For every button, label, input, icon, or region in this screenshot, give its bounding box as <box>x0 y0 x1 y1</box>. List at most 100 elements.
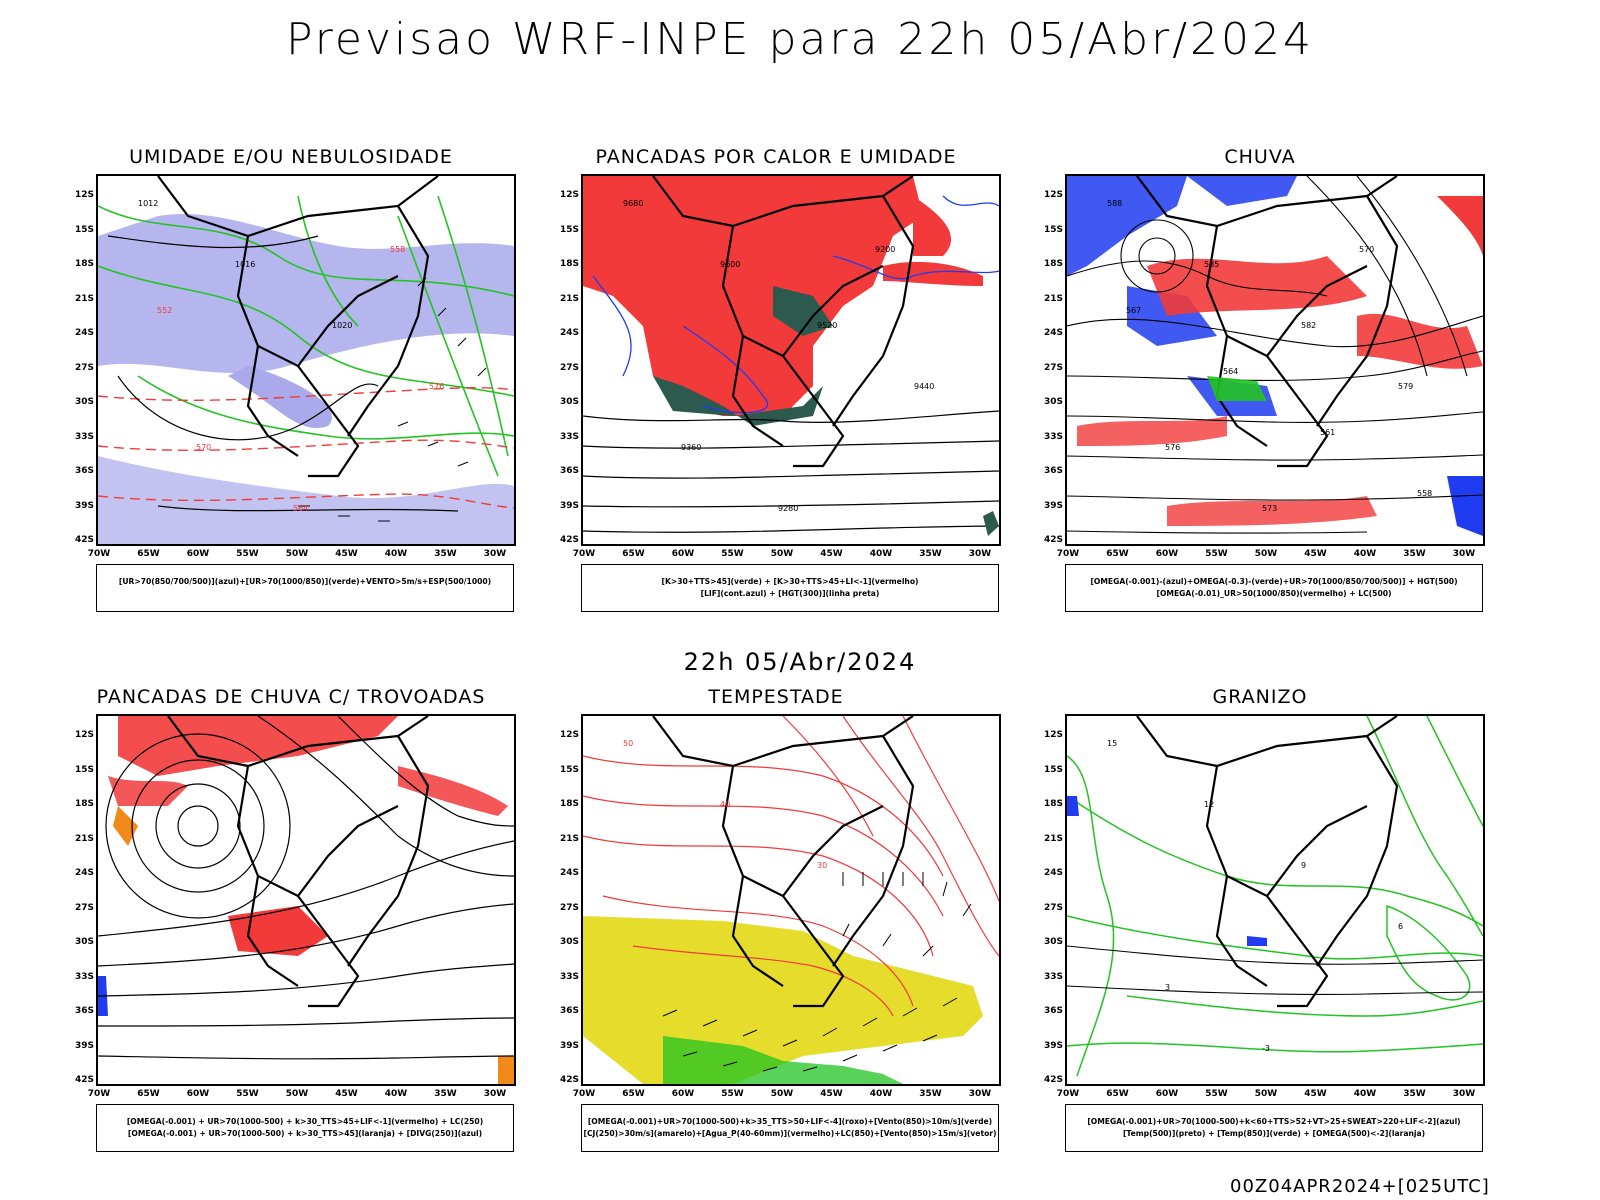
panel-legend: [OMEGA(-0.001) + UR>70(1000-500) + k>30_… <box>96 1104 514 1152</box>
latitude-label: 18S <box>74 259 94 269</box>
contour-label: 9680 <box>623 199 643 208</box>
latitude-label: 42S <box>559 1075 579 1085</box>
longitude-label: 45W <box>820 1089 843 1099</box>
longitude-label: 50W <box>285 1089 309 1099</box>
longitude-label: 60W <box>186 549 210 559</box>
latitude-label: 27S <box>74 902 94 913</box>
longitude-label: 65W <box>622 1089 645 1099</box>
latitude-label: 36S <box>559 1006 579 1016</box>
legend-line: [UR>70(850/700/500)](azul)+[UR>70(1000/8… <box>118 577 492 586</box>
latitude-label: 18S <box>1043 259 1063 269</box>
contour-label: 576 <box>1165 443 1180 452</box>
latitude-label: 12S <box>1043 730 1063 740</box>
latitude-label: 36S <box>559 466 579 476</box>
latitude-label: 39S <box>74 1040 94 1051</box>
contour-label: 585 <box>1204 260 1219 269</box>
map-pancadas-trovoadas[interactable] <box>96 714 516 1086</box>
map-tempestade[interactable]: 50 40 30 <box>581 714 1001 1086</box>
contour-label: 9360 <box>681 443 701 452</box>
latitude-label: 15S <box>559 764 579 775</box>
latitude-label: 12S <box>74 190 94 200</box>
longitude-label: 30W <box>1452 1089 1476 1099</box>
contour-label: 576 <box>429 382 444 391</box>
latitude-label: 36S <box>1043 466 1063 476</box>
contour-label: 15 <box>1107 739 1117 748</box>
map-granizo[interactable]: 15 12 9 6 3 -3 <box>1065 714 1485 1086</box>
longitude-label: 35W <box>434 1089 457 1099</box>
longitude-label: 60W <box>671 1089 695 1099</box>
legend-line: [OMEGA(-0.01)_UR>50(1000/850)(vermelho) … <box>1156 589 1392 598</box>
contour-label: 12 <box>1204 800 1214 809</box>
latitude-label: 15S <box>1043 224 1063 235</box>
map-graphic: 15 12 9 6 3 -3 <box>1067 716 1483 1077</box>
contour-label: 3 <box>1165 983 1170 992</box>
contour-label: 50 <box>623 739 633 748</box>
latitude-label: 15S <box>74 224 94 235</box>
latitude-label: 15S <box>74 764 94 775</box>
latitude-label: 36S <box>74 1006 94 1016</box>
contour-label: 1016 <box>235 260 255 269</box>
latitude-label: 36S <box>74 466 94 476</box>
panel-title: UMIDADE E/OU NEBULOSIDADE <box>129 146 453 168</box>
legend-line: [OMEGA(-0.001) + UR>70(1000-500) + k>30_… <box>127 1129 483 1138</box>
latitude-label: 33S <box>74 431 94 442</box>
latitude-label: 39S <box>559 500 579 511</box>
contour-label: 579 <box>1398 382 1413 391</box>
latitude-label: 42S <box>1043 1075 1063 1085</box>
longitude-label: 30W <box>483 1089 507 1099</box>
latitude-label: 12S <box>559 190 579 200</box>
map-pancadas-calor[interactable]: 9680 9600 9520 9440 9360 9280 9200 <box>581 174 1001 546</box>
longitude-label: 70W <box>572 549 596 559</box>
latitude-label: 18S <box>74 799 94 809</box>
latitude-label: 15S <box>559 224 579 235</box>
latitude-label: 12S <box>74 730 94 740</box>
longitude-label: 40W <box>1353 549 1377 559</box>
map-chuva[interactable]: 588 585 582 579 576 573 570 567 564 561 558 <box>1065 174 1485 546</box>
longitude-label: 45W <box>335 549 358 559</box>
latitude-label: 21S <box>1043 293 1063 304</box>
contour-label: 573 <box>1262 504 1277 513</box>
latitude-label: 24S <box>1043 328 1063 338</box>
latitude-label: 18S <box>559 259 579 269</box>
contour-label: 9440 <box>914 382 934 391</box>
longitude-label: 50W <box>1254 1089 1278 1099</box>
latitude-label: 21S <box>559 293 579 304</box>
contour-label: 564 <box>293 504 308 513</box>
legend-line: [OMEGA(-0.001) + UR>70(1000-500) + k>30_… <box>126 1117 484 1126</box>
panel-legend: [OMEGA(-0.001)+UR>70(1000-500)+k>35_TTS>… <box>581 1104 999 1152</box>
panel-pancadas-trovoadas: PANCADAS DE CHUVA C/ TROVOADAS <box>56 686 526 1166</box>
longitude-label: 70W <box>572 1089 596 1099</box>
panel-chuva: CHUVA <box>1025 146 1495 626</box>
latitude-label: 12S <box>559 730 579 740</box>
contour-label: 30 <box>817 861 827 870</box>
latitude-label: 27S <box>1043 362 1063 373</box>
contour-label: 561 <box>1320 428 1335 437</box>
latitude-label: 30S <box>1043 397 1063 407</box>
latitude-label: 18S <box>1043 799 1063 809</box>
contour-label: -3 <box>1262 1044 1270 1053</box>
longitude-label: 50W <box>770 549 794 559</box>
longitude-label: 70W <box>1056 549 1080 559</box>
panel-legend: [K>30+TTS>45](verde) + [K>30+TTS>45+LI<-… <box>581 564 999 612</box>
longitude-label: 70W <box>87 549 111 559</box>
latitude-label: 42S <box>559 535 579 545</box>
longitude-label: 55W <box>236 1089 259 1099</box>
map-graphic <box>98 716 514 1084</box>
panel-title: GRANIZO <box>1212 686 1308 708</box>
latitude-label: 24S <box>74 328 94 338</box>
longitude-label: 55W <box>721 549 744 559</box>
latitude-label: 39S <box>1043 1040 1063 1051</box>
latitude-label: 33S <box>559 431 579 442</box>
contour-label: 1012 <box>138 199 158 208</box>
longitude-label: 60W <box>1155 1089 1179 1099</box>
latitude-label: 12S <box>1043 190 1063 200</box>
panel-title: TEMPESTADE <box>708 686 844 708</box>
map-umidade[interactable]: 1012 1016 1020 576 570 564 558 552 <box>96 174 516 546</box>
legend-line: [LIF](cont.azul) + [HGT(300)](linha pret… <box>700 589 880 598</box>
latitude-label: 33S <box>74 971 94 982</box>
latitude-label: 42S <box>1043 535 1063 545</box>
latitude-label: 27S <box>74 362 94 373</box>
longitude-label: 45W <box>1304 549 1327 559</box>
legend-line: [OMEGA(-0.001)+UR>70(1000-500)+k>35_TTS>… <box>587 1117 993 1126</box>
panel-legend: [UR>70(850/700/500)](azul)+[UR>70(1000/8… <box>96 564 514 612</box>
